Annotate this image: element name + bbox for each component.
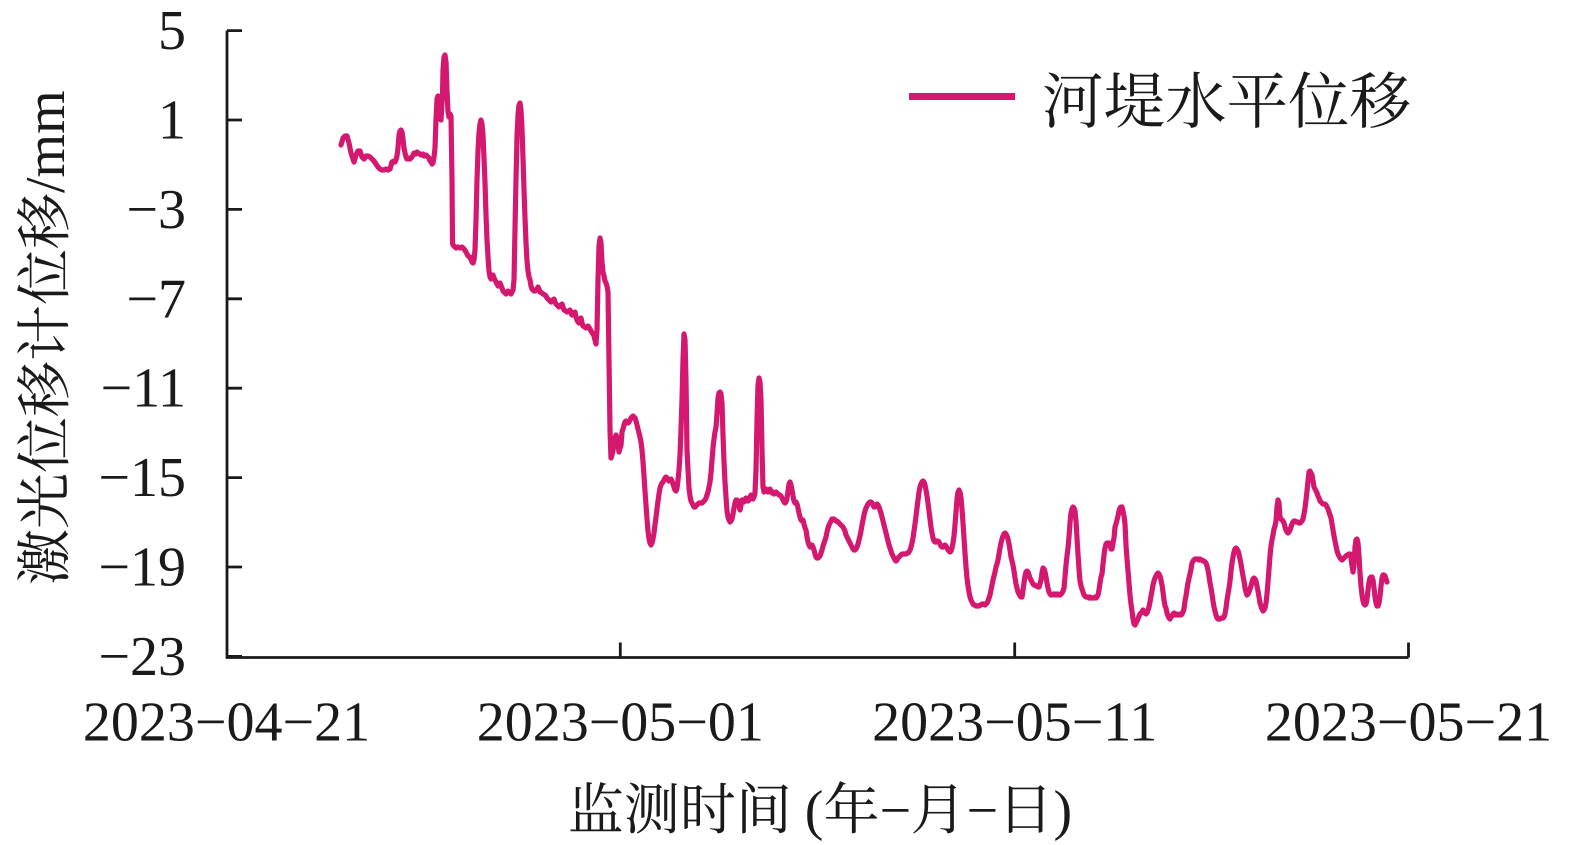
svg-text:−3: −3: [126, 179, 186, 241]
svg-text:−7: −7: [126, 268, 186, 330]
svg-text:−23: −23: [98, 626, 186, 688]
svg-text:−: −: [967, 780, 999, 842]
svg-text:): ): [1054, 780, 1073, 842]
svg-text:1: 1: [158, 90, 186, 152]
svg-text:5: 5: [158, 0, 186, 62]
svg-text:−11: −11: [100, 358, 186, 420]
svg-text:2023−05−01: 2023−05−01: [477, 692, 764, 754]
svg-text:−19: −19: [98, 537, 186, 599]
svg-text:−: −: [880, 780, 912, 842]
svg-text:(: (: [805, 780, 824, 842]
svg-text:2023−05−21: 2023−05−21: [1265, 692, 1552, 754]
svg-text:2023−04−21: 2023−04−21: [83, 692, 370, 754]
svg-text:2023−05−11: 2023−05−11: [872, 692, 1157, 754]
svg-text:/mm: /mm: [15, 90, 77, 193]
svg-text:−15: −15: [98, 447, 186, 509]
